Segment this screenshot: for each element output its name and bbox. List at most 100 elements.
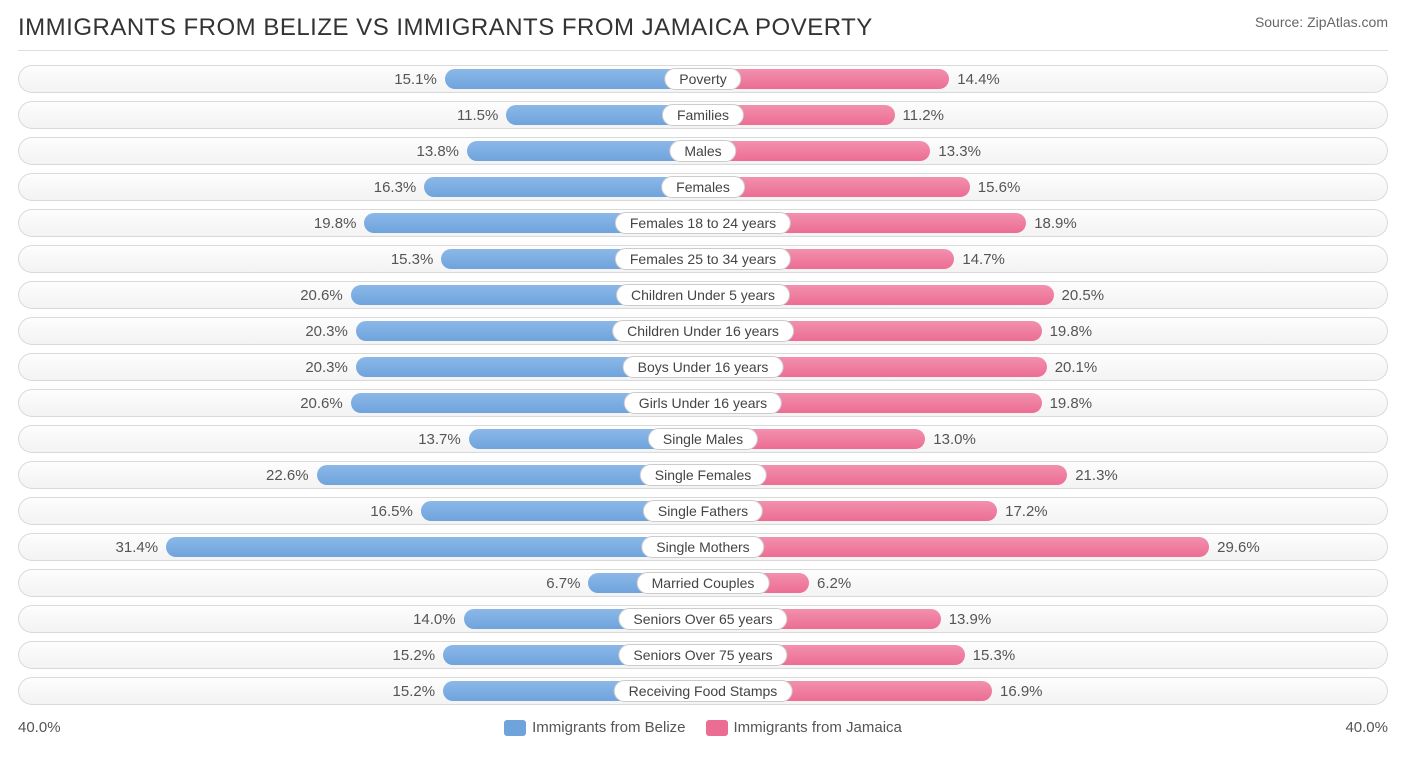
value-label-left: 20.6% [300,390,343,418]
legend-label-right: Immigrants from Jamaica [734,719,902,736]
bar-belize [166,537,703,557]
track-left: 15.1% [18,65,703,93]
track-left: 16.5% [18,497,703,525]
track-left: 22.6% [18,461,703,489]
chart-row: 31.4% 29.6% Single Mothers [18,533,1388,561]
track-right: 13.0% [703,425,1388,453]
source-name: ZipAtlas.com [1307,14,1388,30]
track-left: 15.2% [18,677,703,705]
value-label-right: 21.3% [1075,462,1118,490]
value-label-left: 20.3% [305,318,348,346]
track-left: 13.7% [18,425,703,453]
track-right: 15.3% [703,641,1388,669]
value-label-left: 15.1% [394,66,437,94]
chart-row: 6.7% 6.2%Married Couples [18,569,1388,597]
value-label-left: 15.2% [393,642,436,670]
track-left: 16.3% [18,173,703,201]
category-label: Poverty [664,68,741,90]
category-label: Single Males [648,428,758,450]
value-label-left: 6.7% [546,570,580,598]
value-label-left: 15.3% [391,246,434,274]
track-right: 29.6% [703,533,1388,561]
value-label-right: 17.2% [1005,498,1048,526]
value-label-right: 15.3% [973,642,1016,670]
value-label-right: 18.9% [1034,210,1077,238]
value-label-right: 20.1% [1055,354,1098,382]
chart-row: 15.3%14.7%Females 25 to 34 years [18,245,1388,273]
value-label-left: 16.5% [370,498,413,526]
category-label: Single Females [640,464,767,486]
value-label-left: 13.8% [416,138,459,166]
track-right: 16.9% [703,677,1388,705]
legend-item-left: Immigrants from Belize [504,719,685,736]
value-label-right: 14.7% [962,246,1005,274]
value-label-left: 11.5% [457,102,498,130]
chart-row: 22.6% 21.3% Single Females [18,461,1388,489]
track-right: 20.5% [703,281,1388,309]
chart-row: 14.0% 13.9% Seniors Over 65 years [18,605,1388,633]
category-label: Families [662,104,744,126]
chart-row: 20.6% 20.5% Children Under 5 years [18,281,1388,309]
chart-row: 16.3%15.6%Females [18,173,1388,201]
bar-jamaica [703,141,930,161]
value-label-right: 13.0% [933,426,976,454]
track-right: 18.9% [703,209,1388,237]
value-label-left: 16.3% [374,174,417,202]
category-label: Children Under 16 years [612,320,794,342]
track-left: 13.8% [18,137,703,165]
value-label-right: 20.5% [1062,282,1105,310]
track-right: 17.2% [703,497,1388,525]
track-right: 21.3% [703,461,1388,489]
track-right: 19.8% [703,389,1388,417]
value-label-right: 16.9% [1000,678,1043,706]
chart-row: 15.1% 14.4% Poverty [18,65,1388,93]
category-label: Seniors Over 75 years [618,644,787,666]
chart-row: 15.2% 15.3% Seniors Over 75 years [18,641,1388,669]
value-label-left: 22.6% [266,462,309,490]
chart-row: 20.3% 19.8%Children Under 16 years [18,317,1388,345]
axis-max-right: 40.0% [1345,719,1388,736]
bar-jamaica [703,537,1209,557]
category-label: Married Couples [637,572,770,594]
track-left: 31.4% [18,533,703,561]
track-right: 11.2% [703,101,1388,129]
track-left: 6.7% [18,569,703,597]
source-prefix: Source: [1255,14,1307,30]
category-label: Single Mothers [641,536,764,558]
legend-swatch-left [504,720,526,736]
track-left: 20.6% [18,281,703,309]
value-label-right: 13.9% [949,606,992,634]
category-label: Males [669,140,736,162]
track-right: 19.8% [703,317,1388,345]
category-label: Children Under 5 years [616,284,790,306]
track-right: 20.1% [703,353,1388,381]
legend-swatch-right [706,720,728,736]
axis-max-left: 40.0% [18,719,61,736]
value-label-left: 31.4% [116,534,159,562]
source-attribution: Source: ZipAtlas.com [1255,14,1388,30]
value-label-left: 15.2% [393,678,436,706]
category-label: Seniors Over 65 years [618,608,787,630]
legend-item-right: Immigrants from Jamaica [706,719,902,736]
value-label-left: 20.6% [300,282,343,310]
track-left: 11.5% [18,101,703,129]
value-label-right: 29.6% [1217,534,1260,562]
chart-row: 13.8% 13.3% Males [18,137,1388,165]
chart-row: 16.5%17.2%Single Fathers [18,497,1388,525]
value-label-left: 20.3% [305,354,348,382]
track-left: 20.6% [18,389,703,417]
category-label: Receiving Food Stamps [614,680,793,702]
track-left: 15.3% [18,245,703,273]
category-label: Females 18 to 24 years [615,212,791,234]
value-label-right: 14.4% [957,66,1000,94]
bar-belize [467,141,703,161]
header: IMMIGRANTS FROM BELIZE VS IMMIGRANTS FRO… [18,10,1388,50]
track-right: 6.2% [703,569,1388,597]
diverging-bar-chart: 15.1% 14.4% Poverty 11.5% 11.2%Families 13.8%… [18,50,1388,705]
value-label-left: 13.7% [418,426,461,454]
value-label-right: 13.3% [938,138,981,166]
track-right: 14.4% [703,65,1388,93]
chart-row: 19.8%18.9%Females 18 to 24 years [18,209,1388,237]
value-label-left: 14.0% [413,606,456,634]
track-left: 14.0% [18,605,703,633]
